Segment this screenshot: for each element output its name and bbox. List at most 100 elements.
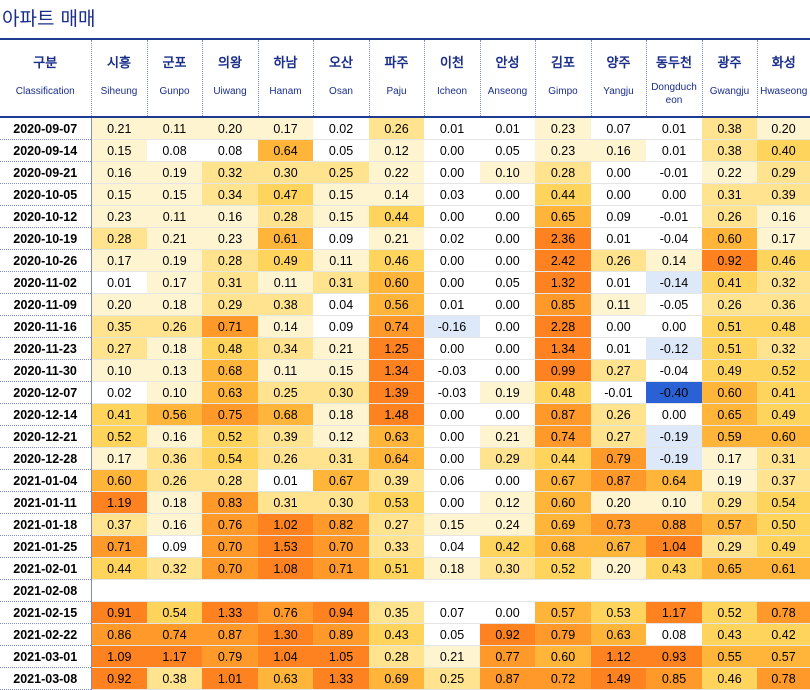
value-cell: 1.53 bbox=[258, 536, 313, 558]
value-cell: 1.08 bbox=[258, 558, 313, 580]
row-date: 2020-11-30 bbox=[0, 360, 91, 382]
value-cell: 0.49 bbox=[757, 536, 810, 558]
value-cell: 1.02 bbox=[258, 514, 313, 536]
value-cell: 0.03 bbox=[424, 184, 480, 206]
value-cell: 0.68 bbox=[258, 404, 313, 426]
value-cell: 0.19 bbox=[480, 382, 535, 404]
value-cell: 0.34 bbox=[202, 184, 258, 206]
row-date: 2020-12-28 bbox=[0, 448, 91, 470]
region-name-english: Siheung bbox=[92, 85, 147, 98]
value-cell: 0.52 bbox=[202, 426, 258, 448]
value-cell: 0.77 bbox=[480, 646, 535, 668]
value-cell: 0.00 bbox=[480, 228, 535, 250]
value-cell: 2.28 bbox=[535, 316, 591, 338]
value-cell: -0.01 bbox=[646, 206, 702, 228]
value-cell: 0.01 bbox=[591, 338, 646, 360]
value-cell: 0.54 bbox=[147, 602, 202, 624]
region-name-korean: 동두천 bbox=[647, 52, 702, 71]
value-cell: 0.10 bbox=[480, 162, 535, 184]
region-name-english: Anseong bbox=[481, 85, 535, 98]
region-name-english: Uiwang bbox=[203, 85, 258, 98]
value-cell: -0.03 bbox=[424, 360, 480, 382]
value-cell: 0.29 bbox=[757, 162, 810, 184]
value-cell: 0.18 bbox=[313, 404, 369, 426]
value-cell: 0.01 bbox=[424, 294, 480, 316]
region-name-english: Gwangju bbox=[703, 85, 757, 98]
value-cell: 0.92 bbox=[91, 668, 147, 690]
value-cell: 0.48 bbox=[202, 338, 258, 360]
value-cell: 0.44 bbox=[535, 184, 591, 206]
value-cell: 0.00 bbox=[591, 162, 646, 184]
value-cell: 1.04 bbox=[646, 536, 702, 558]
value-cell: 0.46 bbox=[757, 250, 810, 272]
value-cell: 0.09 bbox=[313, 228, 369, 250]
row-date: 2020-10-05 bbox=[0, 184, 91, 206]
value-cell: 0.07 bbox=[591, 117, 646, 140]
value-cell: 1.17 bbox=[646, 602, 702, 624]
value-cell: 0.00 bbox=[424, 206, 480, 228]
value-cell: 0.15 bbox=[313, 360, 369, 382]
value-cell: 0.32 bbox=[757, 338, 810, 360]
value-cell: 0.53 bbox=[591, 602, 646, 624]
value-cell: 0.18 bbox=[147, 338, 202, 360]
value-cell: 1.30 bbox=[258, 624, 313, 646]
value-cell: 0.92 bbox=[702, 250, 757, 272]
value-cell: 0.00 bbox=[424, 272, 480, 294]
value-cell: 0.13 bbox=[147, 360, 202, 382]
value-cell bbox=[646, 580, 702, 602]
value-cell: 0.44 bbox=[369, 206, 424, 228]
value-cell: 0.00 bbox=[646, 316, 702, 338]
value-cell: 0.64 bbox=[258, 140, 313, 162]
value-cell: 0.56 bbox=[147, 404, 202, 426]
value-cell: 0.11 bbox=[258, 272, 313, 294]
value-cell: 0.74 bbox=[369, 316, 424, 338]
value-cell: 0.60 bbox=[757, 426, 810, 448]
value-cell: 0.21 bbox=[313, 338, 369, 360]
value-cell: 0.12 bbox=[369, 140, 424, 162]
title-bar: 아파트 매매 bbox=[0, 0, 810, 38]
value-cell: 0.79 bbox=[202, 646, 258, 668]
value-cell: 0.11 bbox=[591, 294, 646, 316]
value-cell: 0.38 bbox=[258, 294, 313, 316]
value-cell: 0.71 bbox=[202, 316, 258, 338]
value-cell bbox=[702, 580, 757, 602]
value-cell: 0.38 bbox=[147, 668, 202, 690]
value-cell: 0.31 bbox=[313, 448, 369, 470]
value-cell: 0.54 bbox=[757, 492, 810, 514]
row-date: 2021-02-01 bbox=[0, 558, 91, 580]
value-cell: 0.65 bbox=[702, 558, 757, 580]
value-cell: 0.00 bbox=[591, 316, 646, 338]
value-cell: 0.16 bbox=[147, 514, 202, 536]
value-cell: 0.15 bbox=[147, 184, 202, 206]
value-cell: 1.33 bbox=[202, 602, 258, 624]
row-date: 2020-11-02 bbox=[0, 272, 91, 294]
value-cell: 0.60 bbox=[369, 272, 424, 294]
value-cell: 0.26 bbox=[591, 404, 646, 426]
value-cell: 2.42 bbox=[535, 250, 591, 272]
value-cell: 0.68 bbox=[535, 536, 591, 558]
value-cell: 0.31 bbox=[313, 272, 369, 294]
region-name-english: Gimpo bbox=[536, 85, 591, 98]
value-cell: -0.03 bbox=[424, 382, 480, 404]
value-cell bbox=[757, 580, 810, 602]
value-cell: 0.35 bbox=[369, 602, 424, 624]
value-cell: 0.60 bbox=[535, 646, 591, 668]
value-cell: 0.29 bbox=[702, 536, 757, 558]
value-cell: 0.02 bbox=[91, 382, 147, 404]
value-cell: 0.57 bbox=[535, 602, 591, 624]
value-cell: 0.01 bbox=[424, 117, 480, 140]
